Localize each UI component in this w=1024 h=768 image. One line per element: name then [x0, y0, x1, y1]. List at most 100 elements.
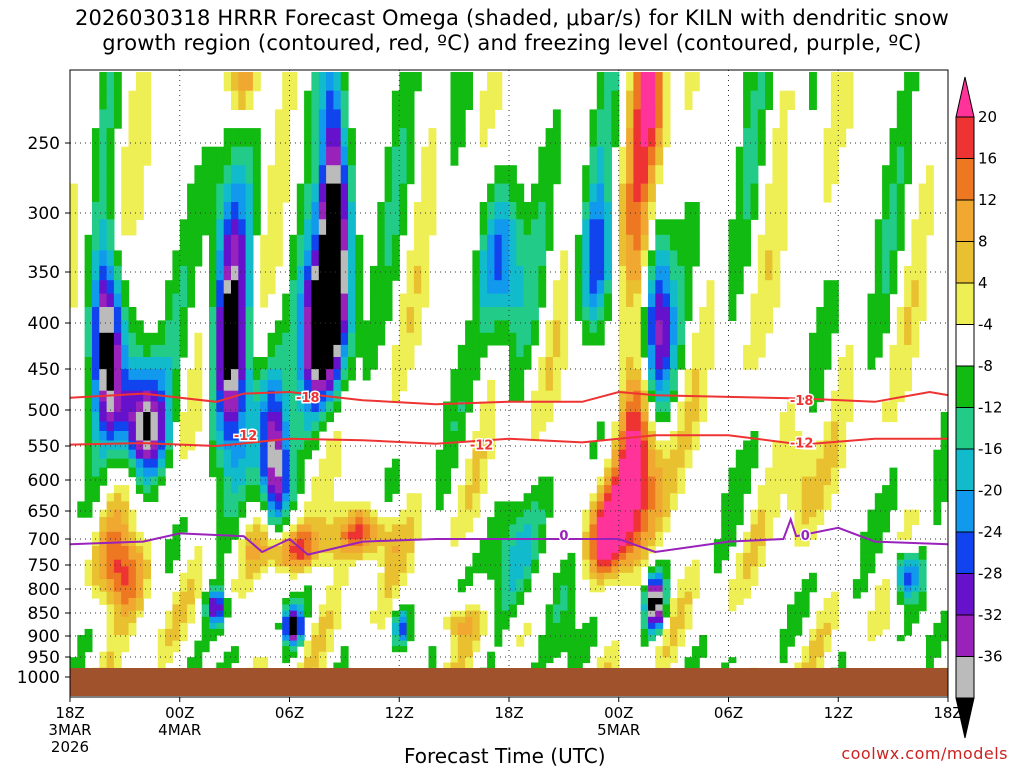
omega-cell: [135, 467, 144, 478]
omega-cell: [194, 552, 203, 561]
omega-cell: [618, 431, 627, 442]
omega-cell: [113, 585, 122, 593]
omega-cell: [589, 146, 598, 166]
omega-cell: [333, 662, 342, 669]
omega-cell: [377, 219, 386, 236]
omega-cell: [304, 412, 312, 423]
omega-cell: [252, 146, 261, 166]
omega-cell: [604, 517, 612, 526]
omega-cell: [326, 616, 334, 624]
omega-cell: [801, 517, 810, 526]
omega-cell: [874, 332, 883, 346]
omega-cell: [143, 585, 152, 593]
omega-cell: [479, 559, 488, 567]
omega-cell: [699, 635, 708, 642]
omega-cell: [582, 265, 591, 281]
omega-cell: [282, 646, 291, 653]
omega-cell: [516, 219, 525, 236]
omega-cell: [472, 344, 481, 358]
omega-cell: [589, 493, 598, 502]
omega-cell: [157, 662, 166, 669]
omega-cell: [750, 293, 759, 308]
omega-cell: [384, 293, 393, 308]
colorbar-label: -36: [978, 648, 1003, 666]
omega-cell: [282, 390, 291, 403]
omega-cell: [143, 90, 152, 110]
omega-cell: [92, 128, 100, 148]
omega-cell: [896, 128, 905, 148]
omega-cell: [121, 307, 130, 321]
omega-cell: [538, 517, 547, 526]
omega-cell: [282, 421, 291, 432]
omega-cell: [574, 307, 583, 321]
omega-cell: [370, 616, 378, 624]
omega-cell: [743, 344, 751, 358]
omega-cell: [340, 344, 349, 358]
omega-cell: [157, 332, 166, 346]
omega-cell: [435, 501, 444, 511]
omega-cell: [106, 501, 115, 511]
omega-cell: [545, 476, 554, 486]
omega-cell: [128, 531, 137, 540]
omega-cell: [940, 610, 948, 618]
omega-cell: [282, 165, 291, 185]
omega-cell: [691, 440, 700, 451]
omega-cell: [523, 552, 532, 561]
omega-cell: [809, 579, 817, 586]
colorbar-label: -16: [978, 440, 1003, 458]
omega-cell: [282, 546, 291, 554]
omega-cell: [487, 651, 495, 658]
omega-cell: [655, 493, 664, 502]
omega-cell: [918, 552, 927, 561]
omega-cell: [728, 467, 737, 478]
omega-cell: [326, 401, 334, 413]
omega-cell: [509, 379, 517, 392]
omega-cell: [143, 546, 152, 554]
omega-cell: [670, 280, 678, 295]
omega-cell: [370, 539, 378, 547]
omega-cell: [99, 467, 108, 478]
omega-cell: [413, 493, 422, 502]
omega-cell: [874, 219, 883, 236]
omega-cell: [509, 610, 517, 618]
omega-cell: [194, 412, 203, 423]
omega-cell: [121, 431, 130, 442]
colorbar-bin: [955, 614, 975, 657]
omega-cell: [655, 379, 664, 392]
omega-cell: [823, 440, 832, 451]
omega-cell: [567, 635, 576, 642]
omega-cell: [223, 146, 232, 166]
omega-cell: [765, 183, 773, 203]
omega-cell: [494, 165, 503, 185]
omega-cell: [223, 524, 232, 533]
omega-cell: [245, 90, 254, 110]
omega-cell: [179, 250, 188, 267]
omega-cell: [106, 579, 115, 586]
omega-cell: [457, 344, 466, 358]
omega-cell: [809, 628, 817, 636]
omega-cell: [633, 509, 642, 518]
omega-cell: [662, 72, 671, 92]
omega-cell: [838, 458, 847, 469]
omega-cell: [450, 412, 459, 423]
omega-cell: [735, 476, 744, 486]
omega-cell: [318, 280, 327, 295]
omega-cell: [830, 440, 839, 451]
omega-cell: [655, 458, 664, 469]
omega-cell: [882, 524, 890, 533]
omega-cell: [494, 585, 503, 593]
omega-cell: [465, 646, 473, 653]
omega-cell: [618, 467, 627, 478]
omega-cell: [794, 431, 803, 442]
omega-cell: [479, 440, 488, 451]
omega-cell: [384, 591, 393, 599]
omega-cell: [121, 320, 130, 334]
omega-cell: [523, 517, 532, 526]
omega-cell: [143, 572, 152, 580]
omega-cell: [523, 280, 532, 295]
omega-cell: [589, 183, 598, 203]
omega-cell: [238, 546, 247, 554]
omega-cell: [296, 566, 305, 574]
omega-cell: [896, 572, 905, 580]
omega-cell: [516, 332, 525, 346]
